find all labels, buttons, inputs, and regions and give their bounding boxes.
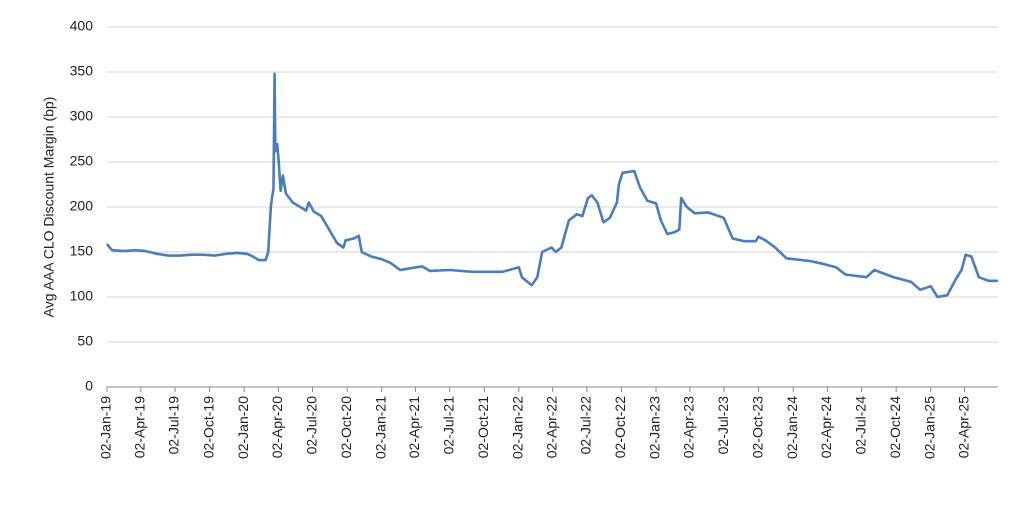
x-tick-label: 02-Jul-24 <box>852 396 868 455</box>
x-tick-label: 02-Oct-24 <box>887 396 903 458</box>
x-tick-label: 02-Jul-20 <box>303 396 319 455</box>
x-tick-label: 02-Jan-24 <box>784 396 800 459</box>
x-tick-label: 02-Apr-23 <box>681 396 697 458</box>
x-tick-label: 02-Jan-19 <box>98 396 114 459</box>
x-tick-label: 02-Apr-20 <box>269 396 285 458</box>
y-tick-label: 0 <box>85 378 93 394</box>
x-tick-label: 02-Oct-23 <box>749 396 765 458</box>
x-tick-label: 02-Jan-20 <box>235 396 251 459</box>
y-axis-label: Avg AAA CLO Discount Margin (bp) <box>41 97 57 318</box>
y-tick-label: 250 <box>70 153 94 169</box>
x-tick-label: 02-Oct-19 <box>200 396 216 458</box>
y-tick-label: 350 <box>70 63 94 79</box>
x-tick-label: 02-Jan-21 <box>372 396 388 459</box>
x-tick-label: 02-Apr-25 <box>955 396 971 458</box>
x-tick-label: 02-Oct-21 <box>475 396 491 458</box>
x-tick-label: 02-Jan-25 <box>921 396 937 459</box>
y-tick-label: 200 <box>70 198 94 214</box>
x-tick-label: 02-Jan-22 <box>510 396 526 459</box>
x-tick-label: 02-Oct-20 <box>338 396 354 458</box>
x-tick-label: 02-Jul-22 <box>578 396 594 455</box>
x-tick-label: 02-Jul-21 <box>440 396 456 455</box>
x-tick-label: 02-Oct-22 <box>612 396 628 458</box>
x-tick-label: 02-Apr-21 <box>406 396 422 458</box>
y-tick-label: 100 <box>70 288 94 304</box>
y-tick-label: 400 <box>70 18 94 34</box>
x-tick-label: 02-Jul-19 <box>166 396 182 455</box>
data-line <box>105 72 998 299</box>
y-tick-label: 150 <box>70 243 94 259</box>
x-tick-label: 02-Jul-23 <box>715 396 731 455</box>
y-tick-label: 50 <box>77 333 93 349</box>
x-tick-label: 02-Apr-22 <box>543 396 559 458</box>
x-tick-label: 02-Apr-24 <box>818 396 834 458</box>
x-tick-label: 02-Jan-23 <box>647 396 663 459</box>
x-tick-label: 02-Apr-19 <box>132 396 148 458</box>
y-tick-label: 300 <box>70 108 94 124</box>
